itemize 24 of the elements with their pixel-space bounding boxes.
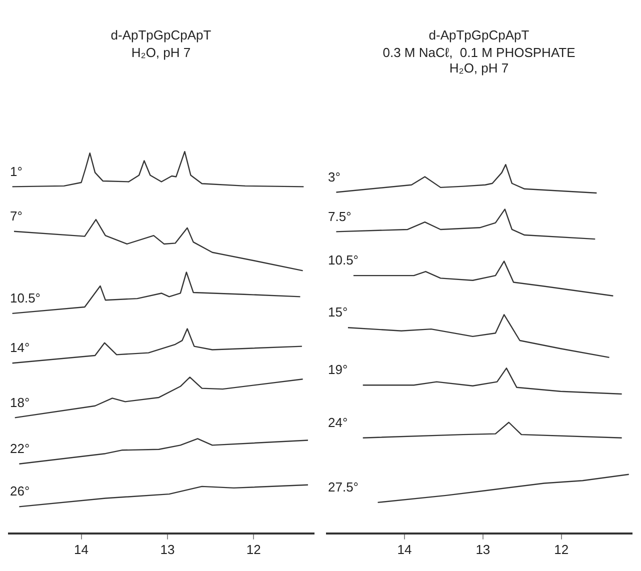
x-tick-label: 12: [246, 542, 261, 557]
series-label: 22°: [10, 440, 30, 456]
series-label: 7.5°: [328, 208, 352, 224]
chart-title: d-ApTpGpCpApT: [110, 27, 212, 42]
x-tick-label: 13: [476, 542, 490, 557]
series-label: 1°: [10, 164, 22, 179]
series-label: 24°: [328, 414, 348, 430]
series-label: 14°: [10, 340, 30, 356]
x-tick-label: 14: [74, 542, 88, 557]
x-tick-label: 13: [160, 542, 175, 557]
series-label: 27.5°: [328, 479, 359, 494]
series-label: 26°: [10, 484, 30, 499]
series-label: 19°: [328, 362, 348, 378]
series-label: 3°: [328, 169, 340, 184]
chart-title: d-ApTpGpCpApT: [428, 27, 530, 42]
x-tick-label: 14: [397, 542, 412, 557]
series-label: 10.5°: [10, 290, 41, 306]
chart-subtitle: 0.3 M NaCℓ, 0.1 M PHOSPHATE H₂O, pH 7: [382, 44, 576, 76]
series-label: 18°: [10, 394, 30, 410]
series-label: 10.5°: [328, 252, 359, 268]
x-tick-label: 12: [554, 542, 569, 557]
chart-subtitle: H₂O, pH 7: [131, 44, 191, 60]
series-label: 15°: [328, 304, 348, 320]
series-label: 7°: [10, 208, 22, 224]
